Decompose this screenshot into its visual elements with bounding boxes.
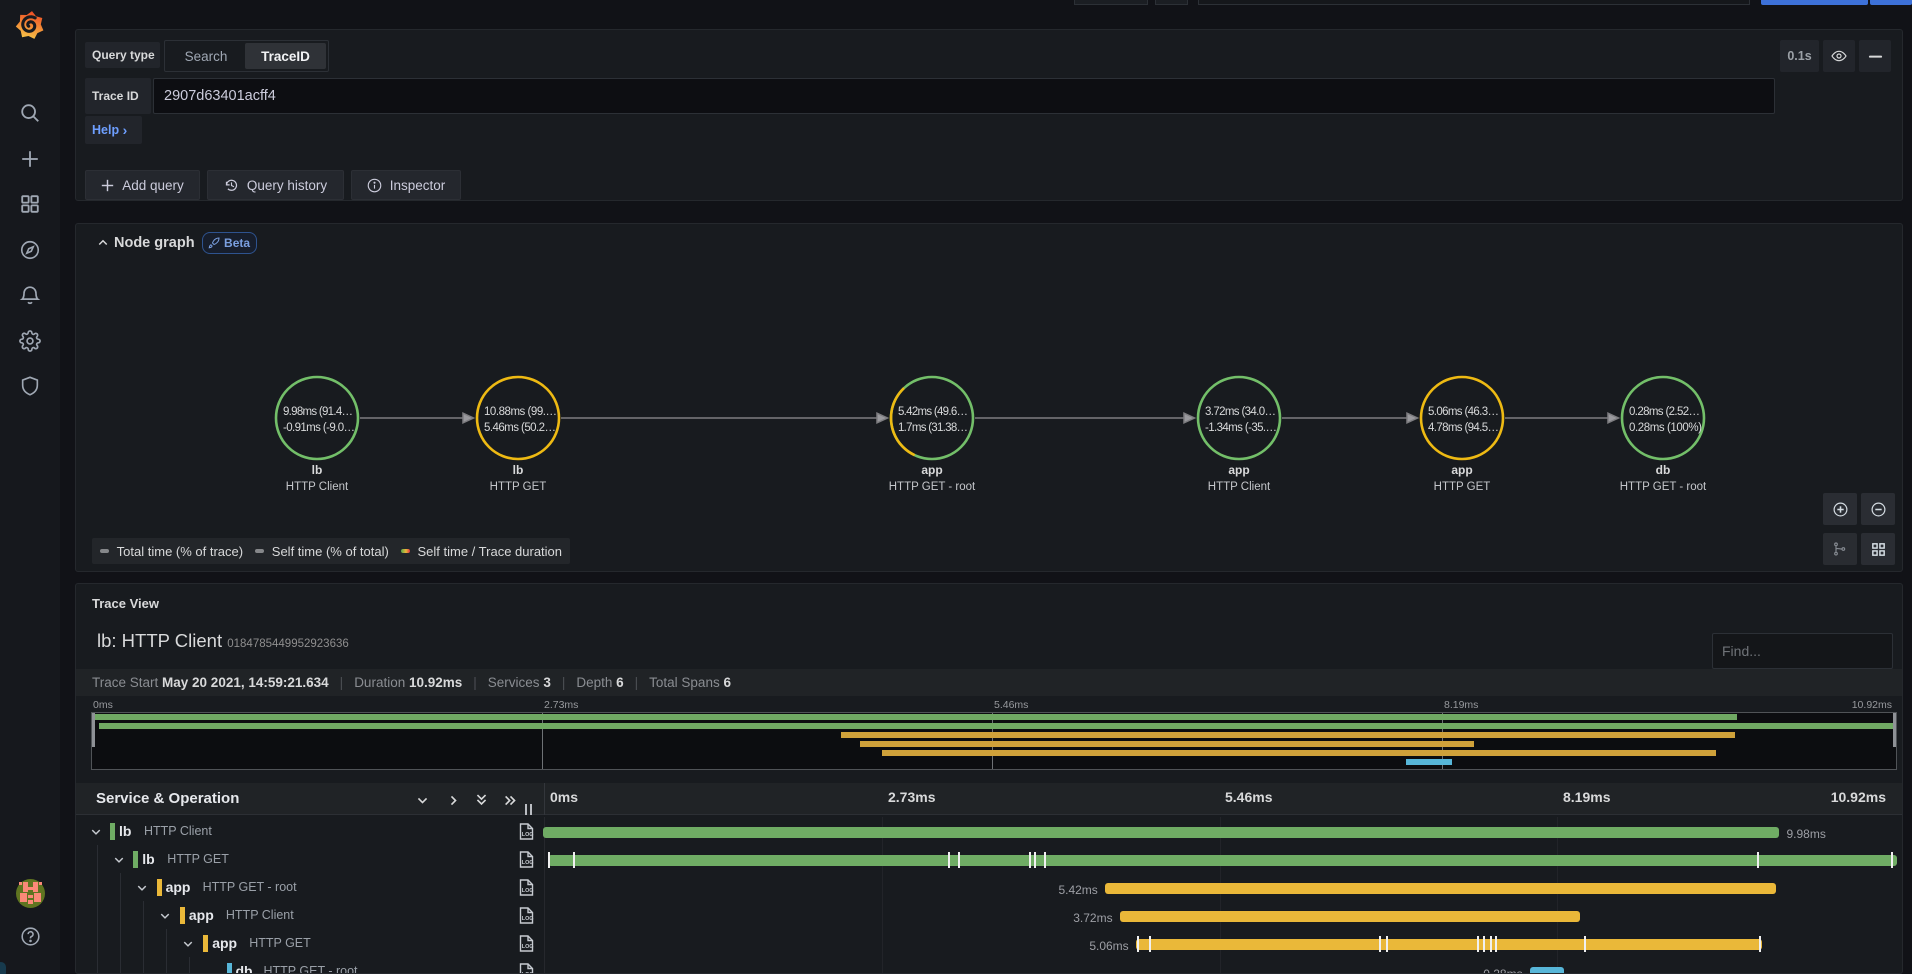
svg-text:5.46ms (50.2…: 5.46ms (50.2… <box>484 422 556 434</box>
svg-text:lb: lb <box>312 463 323 477</box>
svg-text:HTTP GET - root: HTTP GET - root <box>1620 481 1707 493</box>
svg-text:db: db <box>1656 463 1671 477</box>
svg-text:5.06ms (46.3…: 5.06ms (46.3… <box>1428 406 1499 418</box>
svg-text:0.28ms (2.52…: 0.28ms (2.52… <box>1629 406 1700 418</box>
svg-text:lb: lb <box>513 463 524 477</box>
svg-text:-0.91ms (-9.0…: -0.91ms (-9.0… <box>283 422 355 434</box>
svg-text:app: app <box>1451 463 1472 477</box>
svg-text:3.72ms (34.0…: 3.72ms (34.0… <box>1205 406 1276 418</box>
svg-text:LOG: LOG <box>522 944 534 950</box>
svg-text:4.78ms (94.5…: 4.78ms (94.5… <box>1428 422 1499 434</box>
svg-text:LOG: LOG <box>522 916 534 922</box>
svg-text:HTTP GET: HTTP GET <box>1434 481 1491 493</box>
svg-text:10.88ms (99.…: 10.88ms (99.… <box>484 406 557 418</box>
svg-text:0.28ms (100%): 0.28ms (100%) <box>1629 422 1702 434</box>
svg-text:-1.34ms (-35.…: -1.34ms (-35.… <box>1205 422 1277 434</box>
svg-text:app: app <box>921 463 942 477</box>
svg-text:9.98ms (91.4…: 9.98ms (91.4… <box>283 406 353 418</box>
svg-text:LOG: LOG <box>522 860 534 866</box>
svg-text:1.7ms (31.38…: 1.7ms (31.38… <box>898 422 968 434</box>
svg-text:app: app <box>1228 463 1249 477</box>
svg-text:LOG: LOG <box>522 972 534 974</box>
svg-text:LOG: LOG <box>522 888 534 894</box>
svg-text:HTTP Client: HTTP Client <box>1208 481 1271 493</box>
svg-text:HTTP Client: HTTP Client <box>286 481 349 493</box>
svg-text:HTTP GET - root: HTTP GET - root <box>889 481 976 493</box>
svg-text:5.42ms (49.6…: 5.42ms (49.6… <box>898 406 968 418</box>
svg-text:LOG: LOG <box>522 832 534 838</box>
svg-text:HTTP GET: HTTP GET <box>490 481 547 493</box>
